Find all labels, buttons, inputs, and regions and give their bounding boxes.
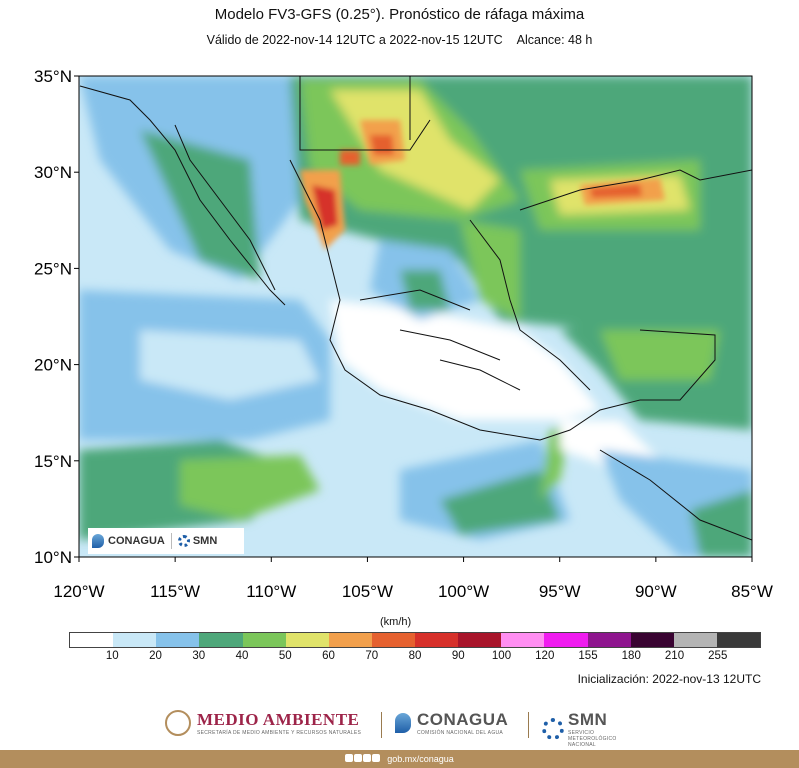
color-scale-label: 20 (149, 650, 162, 662)
longitude-tick-label: 110°W (246, 582, 296, 601)
color-scale-label: 155 (578, 650, 598, 662)
color-scale-cell (458, 633, 502, 647)
facebook-icon[interactable] (345, 754, 354, 762)
color-scale-label: 120 (535, 650, 555, 662)
color-scale-cell (587, 633, 631, 647)
color-scale-label: 210 (664, 650, 685, 662)
latitude-tick-label: 35°N (34, 67, 72, 86)
color-scale-label: 10 (105, 650, 119, 662)
latitude-axis: 35°N 30°N 25°N 20°N 15°N 10°N (34, 67, 79, 567)
footer-link[interactable]: gob.mx/conagua (387, 754, 454, 764)
color-scale-cell (242, 633, 286, 647)
latitude-tick-label: 25°N (34, 259, 72, 278)
inset-smn-text: SMN (192, 535, 218, 547)
footer-logos: MEDIO AMBIENTE SECRETARÍA DE MEDIO AMBIE… (0, 706, 799, 748)
initialization-text: Inicialización: 2022-nov-13 12UTC (577, 672, 761, 686)
conagua-text: CONAGUA (417, 710, 509, 729)
chart-subtitle: Válido de 2022-nov-14 12UTC a 2022-nov-1… (0, 33, 799, 47)
color-scale-label: 30 (192, 650, 206, 662)
inset-conagua-text: CONAGUA (108, 535, 165, 547)
color-scale-cell (70, 633, 114, 647)
color-scale-label: 180 (621, 650, 641, 662)
color-scale-label: 60 (322, 650, 335, 662)
smn-gear-icon (177, 535, 190, 547)
instagram-icon[interactable] (363, 754, 372, 762)
footer-separator (528, 712, 529, 738)
smn-text: SMN (568, 710, 608, 729)
color-scale-label: 40 (235, 650, 249, 662)
smn-logo: SMN SERVICIO METEOROLÓGICO NACIONAL (542, 710, 618, 748)
color-scale-label: 90 (451, 650, 465, 662)
longitude-tick-label: 90°W (635, 582, 677, 601)
footer-separator (381, 712, 382, 738)
longitude-axis: 120°W 115°W 110°W 105°W 100°W 95°W 90°W 85°W (53, 557, 773, 601)
mexico-seal-icon (165, 710, 191, 736)
social-icons[interactable] (345, 754, 381, 764)
color-scale-label: 100 (491, 650, 512, 662)
wind-gust-map: 35°N 30°N 25°N 20°N 15°N 10°N 120°W 115°W 110°W… (34, 67, 773, 601)
longitude-tick-label: 105°W (342, 582, 393, 601)
latitude-tick-label: 10°N (34, 548, 72, 567)
inset-logo: CONAGUA SMN (88, 528, 244, 554)
color-scale-cell (371, 633, 415, 647)
conagua-logo: CONAGUA COMISIÓN NACIONAL DEL AGUA (395, 710, 508, 736)
color-scale-cell (199, 633, 243, 647)
color-scale-cell (156, 633, 200, 647)
latitude-tick-label: 20°N (34, 356, 72, 375)
conagua-drop-icon (92, 534, 104, 548)
longitude-tick-label: 85°W (731, 582, 773, 601)
color-scale-cell (113, 633, 157, 647)
color-scale-cell (716, 633, 760, 647)
smn-subtext: SERVICIO METEOROLÓGICO NACIONAL (568, 730, 617, 748)
medio-ambiente-text: MEDIO AMBIENTE (197, 710, 360, 729)
color-scale-label: 70 (365, 650, 379, 662)
color-scale-label: 80 (408, 650, 422, 662)
gust-field (79, 76, 752, 557)
color-scale-label: 50 (278, 650, 292, 662)
footer-bar: gob.mx/conagua (0, 750, 799, 768)
color-scale-cell (630, 633, 674, 647)
forecast-range-text: Alcance: 48 h (516, 33, 593, 47)
legend-units: (km/h) (380, 616, 412, 628)
borders (79, 76, 752, 541)
medio-ambiente-logo: MEDIO AMBIENTE SECRETARÍA DE MEDIO AMBIE… (165, 710, 361, 736)
color-scale-bar (69, 632, 761, 648)
color-scale-cell (501, 633, 545, 647)
color-scale-label: 255 (708, 650, 728, 662)
color-scale-cell (285, 633, 329, 647)
color-scale-cell (544, 633, 588, 647)
conagua-drop-icon (395, 713, 411, 733)
color-scale-cell (673, 633, 717, 647)
chart-title: Modelo FV3-GFS (0.25°). Pronóstico de rá… (214, 6, 585, 23)
map-frame (78, 75, 753, 558)
medio-ambiente-subtext: SECRETARÍA DE MEDIO AMBIENTE Y RECURSOS … (197, 730, 362, 736)
color-scale-cell (328, 633, 372, 647)
validity-text: Válido de 2022-nov-14 12UTC a 2022-nov-1… (206, 33, 503, 47)
longitude-tick-label: 115°W (150, 582, 200, 601)
longitude-tick-label: 95°W (539, 582, 581, 601)
smn-gear-icon (542, 718, 564, 740)
latitude-tick-label: 30°N (34, 163, 72, 182)
conagua-subtext: COMISIÓN NACIONAL DEL AGUA (417, 730, 504, 736)
twitter-icon[interactable] (354, 754, 363, 762)
longitude-tick-label: 100°W (438, 582, 489, 601)
color-scale-cell (415, 633, 459, 647)
longitude-tick-label: 120°W (53, 582, 104, 601)
latitude-tick-label: 15°N (34, 452, 72, 471)
youtube-icon[interactable] (372, 754, 381, 762)
